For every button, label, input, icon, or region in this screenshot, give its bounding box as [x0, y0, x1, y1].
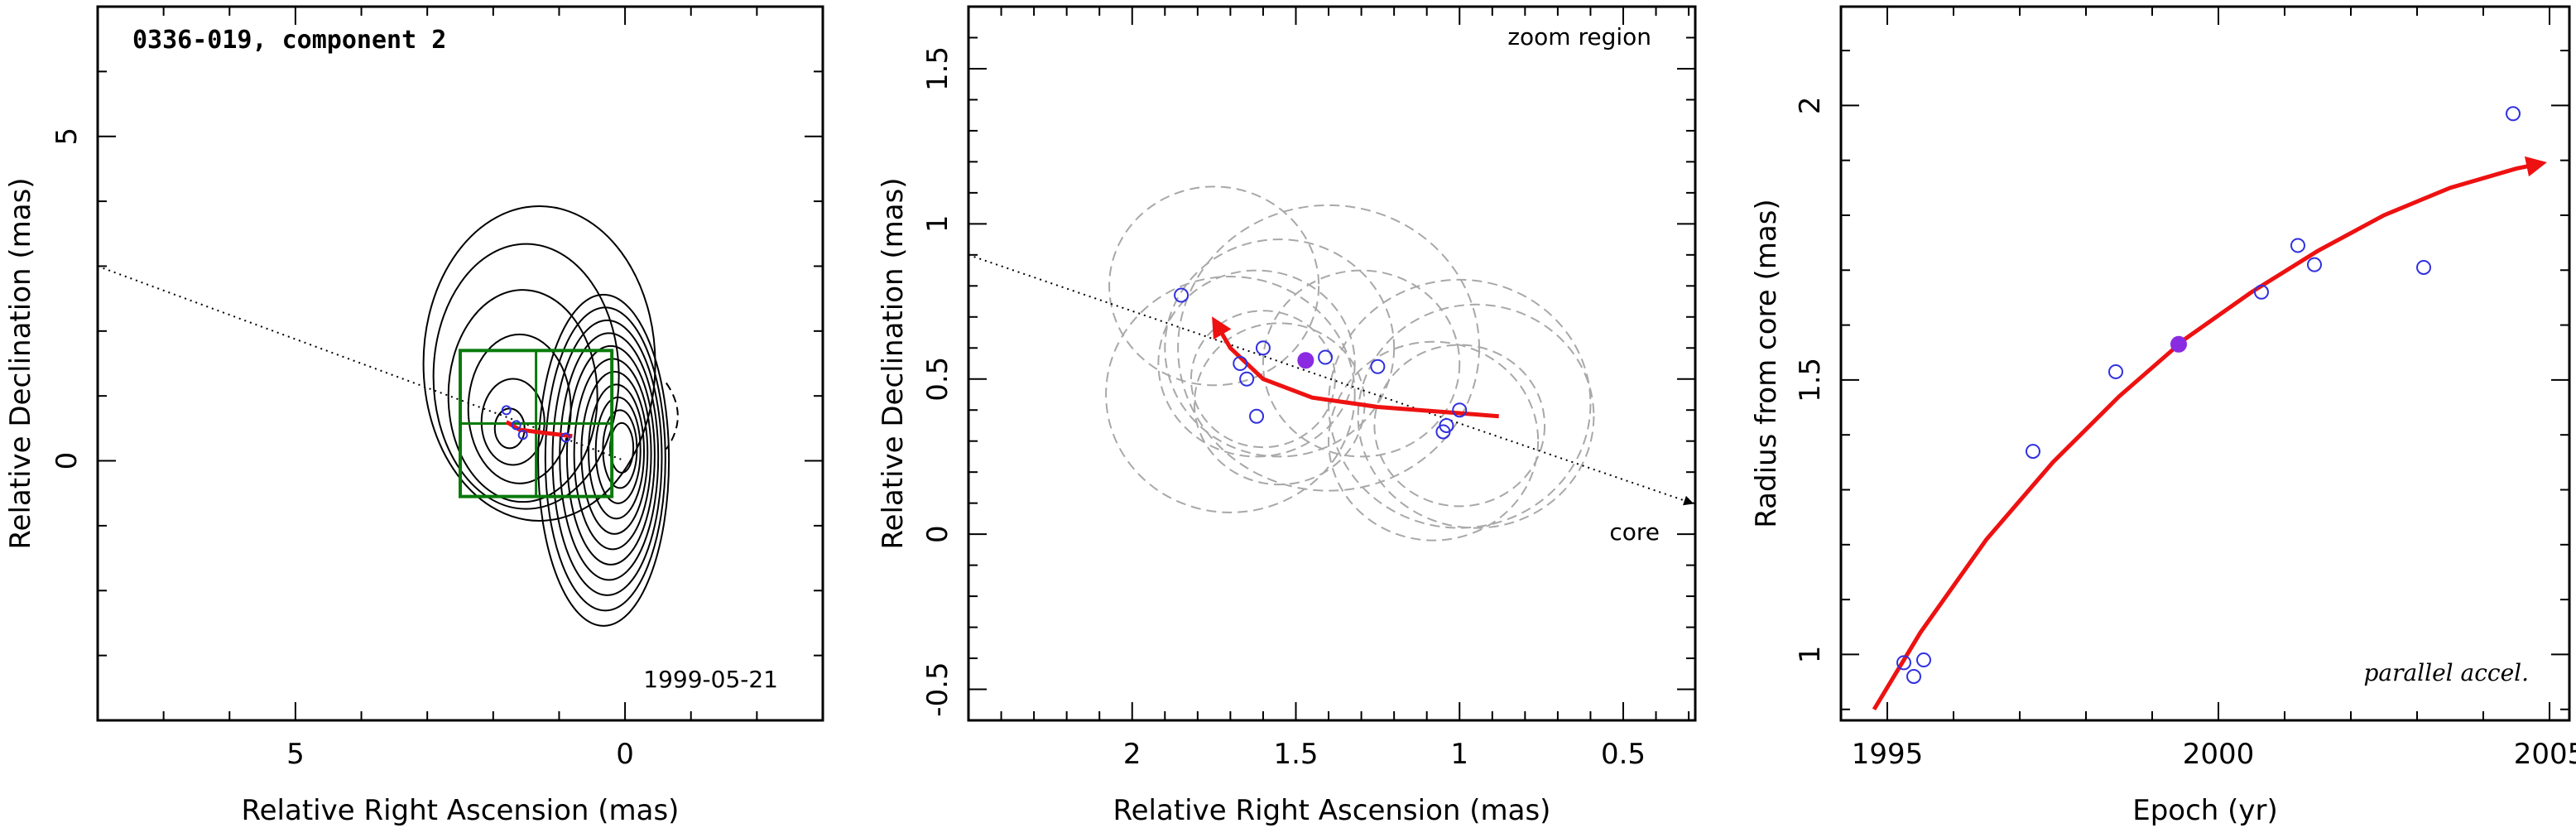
data-point: [2108, 363, 2123, 379]
component-size-circle: [1262, 269, 1461, 458]
core-contour: [565, 344, 656, 566]
current-epoch-point: [1297, 352, 1314, 369]
data-point: [2416, 259, 2431, 275]
jet-axis-arrow: [968, 253, 1694, 506]
component-size-circle: [1108, 185, 1320, 387]
data-point: [2506, 106, 2521, 122]
panel1-frame: [96, 5, 824, 722]
current-epoch-point: [2170, 335, 2187, 353]
panel1-y-tick-label: 5: [50, 128, 84, 146]
panel1-x-tick-label: 0: [616, 738, 634, 771]
data-point: [1174, 287, 1189, 303]
data-point: [560, 432, 571, 443]
panel3-x-tick-label: 1995: [1852, 738, 1924, 771]
panel2-y-tick-label: 0.5: [921, 357, 954, 402]
data-point: [1452, 402, 1468, 418]
data-point: [511, 420, 521, 431]
panel2-zoom-label: zoom region: [1507, 23, 1651, 51]
data-point: [2254, 284, 2269, 300]
panel2-x-tick-label: 0.5: [1601, 738, 1646, 771]
jet-contour: [432, 243, 620, 510]
panel1-x-tick-label: 5: [286, 738, 305, 771]
panel3-y-tick-label: 2: [1794, 97, 1827, 115]
component-size-circle: [1105, 276, 1356, 513]
data-point: [2026, 444, 2040, 460]
panel1-x-axis-title: Relative Right Ascension (mas): [242, 794, 680, 827]
panel1-title: 0336-019, component 2: [132, 26, 446, 55]
jet-contour: [422, 205, 656, 522]
data-point: [1318, 349, 1334, 365]
panel3-x-axis-title: Epoch (yr): [2132, 794, 2278, 827]
data-point: [1370, 359, 1386, 374]
data-point: [1255, 340, 1271, 356]
panel3-y-tick-label: 1: [1794, 646, 1827, 664]
data-point: [1439, 417, 1454, 433]
panel3-x-tick-label: 2000: [2183, 738, 2255, 771]
panel2-frame: [967, 5, 1697, 722]
data-point: [2290, 238, 2305, 253]
panel-radius-vs-epoch: 1995 2000 2005 1 1.5 2 parallel accel. Epoch …: [1750, 5, 2576, 827]
panel3-annotation: parallel accel.: [2363, 659, 2529, 686]
panel2-y-axis-title: Relative Declination (mas): [877, 177, 910, 549]
panel2-x-tick-label: 1: [1450, 738, 1468, 771]
core-contour: [588, 383, 646, 520]
component-size-circle: [1193, 322, 1366, 486]
panel2-y-tick-label: 0: [921, 525, 954, 543]
data-point: [1233, 356, 1248, 371]
core-contour: [537, 293, 670, 627]
panel3-frame: [1839, 5, 2571, 722]
jet-contour: [447, 289, 598, 503]
core-contour: [551, 319, 663, 596]
jet-contour: [467, 333, 572, 484]
panel2-y-tick-label: 1.5: [921, 46, 954, 91]
data-point: [1249, 408, 1265, 424]
panel-zoom-region: 2 1.5 1 0.5 -0.5 0 0.5 1 1.5 zoom region core Re…: [877, 5, 1697, 827]
panel2-x-tick-label: 2: [1123, 738, 1141, 771]
data-point: [2307, 257, 2322, 272]
data-point: [1916, 652, 1931, 668]
core-contour: [580, 370, 649, 535]
panel2-x-axis-title: Relative Right Ascension (mas): [1113, 794, 1551, 827]
data-point: [1239, 371, 1255, 387]
data-point: [1906, 668, 1921, 684]
data-point: [517, 430, 528, 440]
panel2-y-tick-label: 1: [921, 215, 954, 233]
data-point: [1896, 655, 1911, 671]
panel-sky-map: 5 0 5 0 0336-019, component 2 1999-05-21 Re…: [4, 5, 824, 827]
component-size-circle: [1373, 344, 1546, 508]
data-point: [501, 405, 512, 416]
panel2-y-tick-label: -0.5: [921, 662, 954, 716]
panel2-x-tick-label: 1.5: [1273, 738, 1318, 771]
panel3-x-tick-label: 2005: [2514, 738, 2576, 771]
trajectory-arrow: [1212, 316, 1499, 419]
component-size-circle: [1357, 303, 1595, 529]
component-size-circle: [1157, 269, 1356, 458]
panel3-y-axis-title: Radius from core (mas): [1750, 199, 1783, 527]
component-size-circle: [1177, 204, 1480, 492]
component-size-circle: [1328, 278, 1592, 529]
component-size-circle: [1164, 238, 1396, 458]
jet-axis-line: [98, 265, 626, 462]
jet-contour: [480, 378, 545, 466]
panel1-date-label: 1999-05-21: [643, 666, 778, 693]
panel1-y-tick-label: 0: [50, 452, 84, 470]
negative-contour: [666, 382, 679, 450]
component-size-circle: [1189, 310, 1336, 449]
fit-curve-arrow: [1872, 156, 2547, 711]
panel3-y-tick-label: 1.5: [1794, 358, 1827, 402]
panel1-y-axis-title: Relative Declination (mas): [4, 177, 37, 549]
core-contour: [609, 421, 635, 474]
panel2-core-label: core: [1609, 518, 1660, 546]
component-size-circle: [1328, 340, 1540, 542]
